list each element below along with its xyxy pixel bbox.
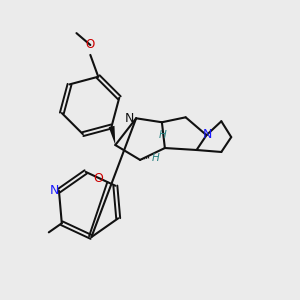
Text: O: O (86, 38, 95, 51)
Polygon shape (109, 126, 115, 145)
Text: N: N (49, 184, 59, 197)
Text: O: O (94, 172, 103, 185)
Text: N: N (203, 128, 212, 141)
Text: N: N (124, 112, 134, 125)
Text: H: H (159, 130, 167, 140)
Text: H: H (152, 153, 160, 163)
